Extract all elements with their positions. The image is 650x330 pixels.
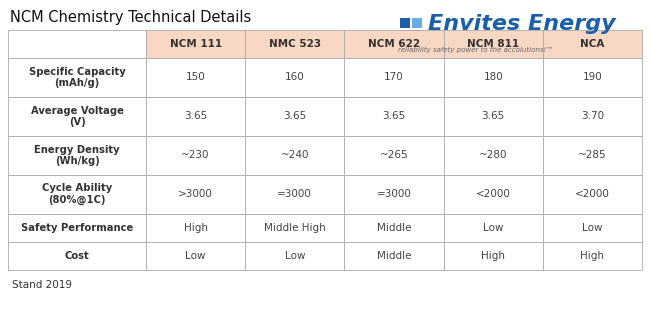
Text: Low: Low	[582, 223, 603, 233]
Bar	[245, 214, 344, 242]
Bar	[8, 58, 146, 97]
Text: Low: Low	[483, 223, 504, 233]
Bar	[146, 214, 245, 242]
Bar	[146, 242, 245, 270]
Bar	[344, 242, 443, 270]
Text: 180: 180	[484, 73, 503, 82]
Text: Middle: Middle	[377, 223, 411, 233]
Bar	[543, 242, 642, 270]
Text: 3.70: 3.70	[581, 112, 604, 121]
Text: NCM 622: NCM 622	[368, 39, 420, 49]
Bar	[344, 30, 443, 58]
Text: ~265: ~265	[380, 150, 408, 160]
Bar	[412, 30, 422, 40]
Text: reliability safety power to the accolutions!™: reliability safety power to the accoluti…	[398, 47, 553, 53]
Text: 160: 160	[285, 73, 305, 82]
Bar	[245, 136, 344, 175]
Text: Low: Low	[285, 251, 305, 261]
Bar	[443, 175, 543, 214]
Text: Stand 2019: Stand 2019	[12, 280, 72, 290]
Bar	[543, 30, 642, 58]
Text: =3000: =3000	[278, 189, 312, 199]
Bar	[146, 136, 245, 175]
Bar	[8, 97, 146, 136]
Text: Envites Energy: Envites Energy	[428, 14, 616, 34]
Bar	[344, 214, 443, 242]
Bar	[8, 214, 146, 242]
Text: Middle High: Middle High	[264, 223, 326, 233]
Text: Low: Low	[185, 251, 206, 261]
Text: <2000: <2000	[575, 189, 610, 199]
Text: 150: 150	[186, 73, 205, 82]
Text: Cycle Ability
(80%@1C): Cycle Ability (80%@1C)	[42, 183, 112, 205]
Text: High: High	[481, 251, 505, 261]
Bar	[443, 136, 543, 175]
Text: 3.65: 3.65	[382, 112, 406, 121]
Text: =3000: =3000	[376, 189, 411, 199]
Bar	[443, 97, 543, 136]
Bar	[443, 58, 543, 97]
Bar	[543, 58, 642, 97]
Bar	[543, 214, 642, 242]
Bar	[400, 18, 410, 28]
Bar	[146, 175, 245, 214]
Bar	[146, 58, 245, 97]
Bar	[245, 242, 344, 270]
Text: ~240: ~240	[281, 150, 309, 160]
Bar	[344, 136, 443, 175]
Bar	[8, 30, 146, 58]
Bar	[146, 97, 245, 136]
Bar	[8, 175, 146, 214]
Bar	[245, 175, 344, 214]
Bar	[543, 175, 642, 214]
Text: <2000: <2000	[476, 189, 511, 199]
Bar	[146, 30, 245, 58]
Text: >3000: >3000	[178, 189, 213, 199]
Bar	[344, 175, 443, 214]
Text: Specific Capacity
(mAh/g): Specific Capacity (mAh/g)	[29, 67, 125, 88]
Bar	[8, 242, 146, 270]
Bar	[443, 242, 543, 270]
Text: 170: 170	[384, 73, 404, 82]
Bar	[400, 30, 410, 40]
Text: Cost: Cost	[64, 251, 90, 261]
Bar	[245, 58, 344, 97]
Text: 3.65: 3.65	[482, 112, 505, 121]
Bar	[443, 214, 543, 242]
Bar	[543, 97, 642, 136]
Text: High: High	[183, 223, 207, 233]
Text: Middle: Middle	[377, 251, 411, 261]
Text: ~285: ~285	[578, 150, 606, 160]
Text: Safety Performance: Safety Performance	[21, 223, 133, 233]
Text: Energy Density
(Wh/kg): Energy Density (Wh/kg)	[34, 145, 120, 166]
Text: NCM 111: NCM 111	[170, 39, 222, 49]
Bar	[8, 136, 146, 175]
Text: 3.65: 3.65	[184, 112, 207, 121]
Bar	[245, 97, 344, 136]
Bar	[443, 30, 543, 58]
Text: NMC 523: NMC 523	[268, 39, 321, 49]
Text: NCM 811: NCM 811	[467, 39, 519, 49]
Text: High: High	[580, 251, 605, 261]
Bar	[543, 136, 642, 175]
Bar	[412, 18, 422, 28]
Text: NCA: NCA	[580, 39, 605, 49]
Bar	[344, 58, 443, 97]
Text: Average Voltage
(V): Average Voltage (V)	[31, 106, 124, 127]
Bar	[245, 30, 344, 58]
Text: 190: 190	[582, 73, 603, 82]
Text: ~230: ~230	[181, 150, 210, 160]
Text: 3.65: 3.65	[283, 112, 306, 121]
Text: NCM Chemistry Technical Details: NCM Chemistry Technical Details	[10, 10, 252, 25]
Bar	[344, 97, 443, 136]
Text: ~280: ~280	[479, 150, 508, 160]
